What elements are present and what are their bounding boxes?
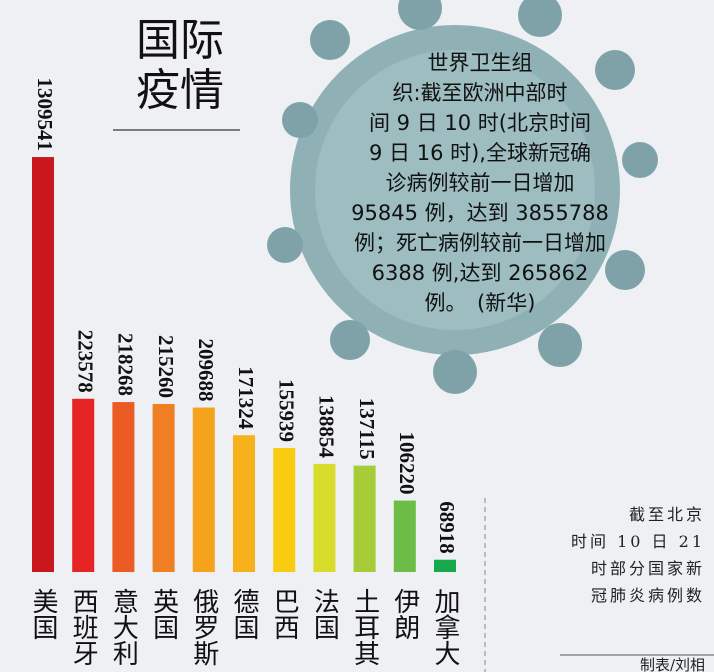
bar bbox=[434, 560, 456, 572]
x-tick-label: 俄罗斯 bbox=[189, 588, 219, 666]
news-text: 6388 例,达到 265862 bbox=[372, 261, 589, 285]
chart-title: 疫情 bbox=[136, 65, 224, 116]
news-text: 织:截至欧洲中部时 bbox=[392, 81, 567, 105]
x-tick-label: 法国 bbox=[309, 588, 339, 640]
bar bbox=[153, 404, 175, 572]
value-label: 209688 bbox=[194, 339, 218, 402]
x-tick-label: 意大利 bbox=[108, 588, 138, 666]
x-tick-label: 伊朗 bbox=[390, 588, 420, 640]
news-text: 95845 例，达到 3855788 bbox=[351, 201, 609, 225]
x-tick-label: 美国 bbox=[28, 588, 58, 640]
value-label: 1309541 bbox=[33, 78, 57, 152]
value-label: 155939 bbox=[274, 379, 298, 442]
x-tick-label: 土耳其 bbox=[350, 588, 380, 666]
value-label: 106220 bbox=[395, 432, 419, 495]
value-label: 218268 bbox=[114, 333, 138, 396]
x-tick-label: 英国 bbox=[149, 588, 179, 640]
x-tick-label: 巴西 bbox=[269, 588, 299, 640]
chart-title: 国际 bbox=[136, 15, 224, 66]
bar bbox=[112, 402, 134, 572]
value-label: 68918 bbox=[435, 501, 459, 554]
x-tick-label: 加拿大 bbox=[430, 588, 460, 666]
bar bbox=[72, 399, 94, 572]
bar bbox=[313, 464, 335, 572]
x-tick-label: 西班牙 bbox=[68, 588, 98, 666]
note-text: 截至北京 bbox=[629, 505, 705, 524]
bar bbox=[354, 466, 376, 572]
bar bbox=[233, 435, 255, 572]
note-text: 时部分国家新 bbox=[591, 559, 705, 578]
news-text: 诊病例较前一日增加 bbox=[386, 171, 575, 195]
value-label: 137115 bbox=[355, 398, 379, 460]
value-label: 215260 bbox=[154, 335, 178, 398]
note-text: 冠肺炎病例数 bbox=[591, 586, 705, 605]
bar bbox=[193, 408, 215, 572]
value-label: 138854 bbox=[315, 395, 339, 459]
chart: 国际疫情 世界卫生组织:截至欧洲中部时间 9 日 10 时(北京时间 9 日 16 … bbox=[0, 0, 714, 672]
credit: 制表/刘相 bbox=[640, 656, 705, 672]
value-label: 223578 bbox=[73, 330, 97, 393]
news-text: 例。 (新华) bbox=[425, 291, 536, 315]
news-text: 例；死亡病例较前一日增加 bbox=[354, 231, 606, 255]
bar bbox=[32, 157, 54, 572]
x-tick-label: 德国 bbox=[229, 588, 259, 640]
news-text: 9 日 16 时),全球新冠确 bbox=[369, 141, 591, 165]
news-text: 世界卫生组 bbox=[428, 51, 533, 75]
value-label: 171324 bbox=[234, 366, 258, 430]
bar bbox=[394, 501, 416, 572]
note-text: 时间 10 日 21 bbox=[571, 532, 705, 551]
news-text: 间 9 日 10 时(北京时间 bbox=[369, 111, 591, 135]
bar bbox=[273, 448, 295, 572]
